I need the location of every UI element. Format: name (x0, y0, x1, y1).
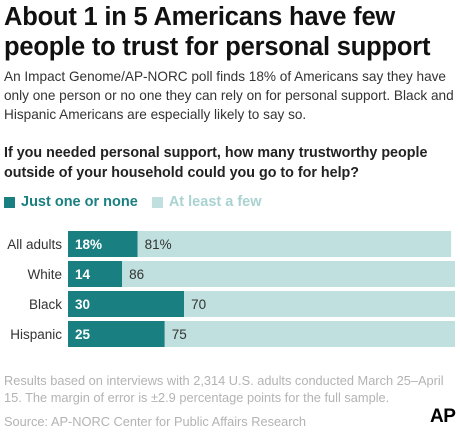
data-label-at-least-a-few-all-adults: 81% (145, 237, 172, 252)
legend-item-at-least-a-few: At least a few (151, 194, 262, 210)
data-label-at-least-a-few-black: 70 (191, 297, 206, 312)
category-label-white: White (27, 267, 62, 282)
data-label-at-least-a-few-white: 86 (129, 267, 144, 282)
chart-legend: Just one or none At least a few (4, 192, 276, 212)
stacked-bar-chart: All adults 18% 81% White 14 86 Black 30 70 Hispan… (7, 231, 456, 347)
data-label-just-one-or-none-all-adults: 18% (75, 237, 102, 252)
bar-just-one-or-none-all-adults (68, 231, 138, 257)
methodology-note: Results based on interviews with 2,314 U… (4, 373, 444, 405)
chart-title: About 1 in 5 Americans have few people t… (4, 3, 431, 61)
bar-just-one-or-none-hispanic (68, 321, 165, 347)
bar-just-one-or-none-white (68, 261, 123, 287)
bar-just-one-or-none-black (68, 291, 185, 317)
data-label-just-one-or-none-white: 14 (75, 267, 91, 282)
legend-label: At least a few (168, 194, 262, 210)
category-label-all-adults: All adults (7, 237, 62, 252)
category-label-hispanic: Hispanic (10, 327, 62, 342)
chart-subtitle: An Impact Genome/AP-NORC poll finds 18% … (4, 69, 454, 122)
data-label-just-one-or-none-black: 30 (75, 297, 90, 312)
data-label-just-one-or-none-hispanic: 25 (75, 327, 91, 342)
bar-at-least-a-few-black (184, 291, 455, 317)
legend-item-just-one-or-none: Just one or none (4, 194, 138, 210)
legend-swatch-light (151, 196, 163, 208)
survey-question: If you needed personal support, how many… (4, 145, 428, 181)
ap-logo: AP (430, 406, 456, 427)
bar-at-least-a-few-hispanic (164, 321, 455, 347)
source-note: Source: AP-NORC Center for Public Affair… (4, 414, 307, 429)
data-label-at-least-a-few-hispanic: 75 (172, 327, 187, 342)
bar-at-least-a-few-all-adults (137, 231, 452, 257)
bar-at-least-a-few-white (122, 261, 456, 287)
category-label-black: Black (29, 297, 62, 312)
legend-label: Just one or none (21, 194, 138, 210)
legend-swatch-dark (4, 196, 15, 208)
